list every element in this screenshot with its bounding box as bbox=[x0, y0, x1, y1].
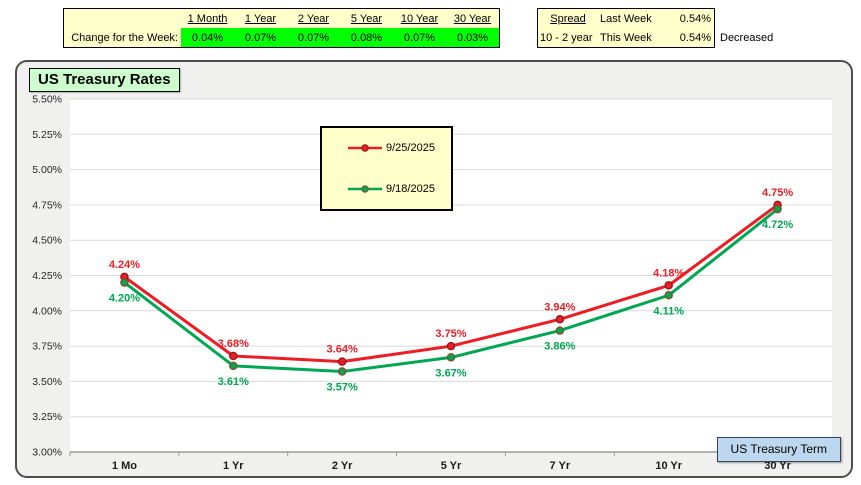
change-value-30-year[interactable]: 0.03% bbox=[446, 28, 499, 47]
y-tick-label: 3.25% bbox=[32, 411, 62, 423]
y-tick-label: 3.00% bbox=[32, 447, 62, 459]
data-point-marker bbox=[664, 291, 673, 300]
chart-title: US Treasury Rates bbox=[29, 68, 180, 92]
data-label: 4.18% bbox=[653, 267, 684, 279]
data-point-marker bbox=[555, 315, 565, 324]
y-tick-label: 5.00% bbox=[32, 164, 62, 176]
legend-entry-red: 9/25/2025 bbox=[347, 142, 451, 154]
data-point-marker bbox=[446, 341, 456, 351]
y-tick-label: 5.50% bbox=[32, 94, 62, 106]
data-point-marker bbox=[229, 351, 238, 361]
legend-label-green: 9/18/2025 bbox=[386, 182, 435, 195]
spread-status[interactable]: Decreased bbox=[720, 31, 774, 44]
spread-this-week-value[interactable]: 0.54% bbox=[679, 31, 711, 44]
chart-frame: 3.00% 3.25% 3.50% 3.75% 4.00% 4.25% 4.50% 4.75%… bbox=[15, 60, 853, 478]
x-category-label: 7 Yr bbox=[550, 460, 571, 472]
y-tick-label: 4.75% bbox=[32, 199, 62, 211]
data-label: 3.68% bbox=[218, 338, 249, 350]
y-tick-label: 3.50% bbox=[32, 376, 62, 388]
spread-last-week-label[interactable]: Last Week bbox=[600, 12, 652, 25]
spread-last-week-value[interactable]: 0.54% bbox=[679, 12, 711, 25]
data-label: 3.57% bbox=[327, 382, 358, 394]
data-label: 3.86% bbox=[544, 341, 575, 353]
change-value-5-year[interactable]: 0.08% bbox=[340, 28, 393, 47]
term-box[interactable]: US Treasury Term bbox=[716, 437, 841, 462]
spread-this-week-label[interactable]: This Week bbox=[600, 31, 652, 44]
column-header-10-year[interactable]: 10 Year bbox=[400, 12, 439, 25]
spread-pair-label[interactable]: 10 - 2 year bbox=[540, 31, 593, 44]
legend-swatch-green-line-icon bbox=[348, 185, 382, 193]
legend-entry-green: 9/18/2025 bbox=[347, 183, 451, 195]
data-label: 3.94% bbox=[544, 301, 575, 313]
change-value-2-year[interactable]: 0.07% bbox=[287, 28, 340, 47]
y-tick-label: 4.50% bbox=[32, 235, 62, 247]
column-header-5-year[interactable]: 5 Year bbox=[350, 12, 383, 25]
data-point-marker bbox=[229, 361, 238, 371]
data-label: 3.61% bbox=[218, 376, 249, 388]
data-label: 4.72% bbox=[762, 219, 793, 231]
data-point-marker bbox=[120, 278, 129, 287]
change-value-1-month[interactable]: 0.04% bbox=[181, 28, 234, 47]
column-header-1-year[interactable]: 1 Year bbox=[244, 12, 277, 25]
y-tick-label: 4.25% bbox=[32, 270, 62, 282]
change-for-week-table: 1 Month 1 Year 2 Year 5 Year 10 Year 30 … bbox=[63, 8, 500, 48]
data-point-marker bbox=[337, 357, 347, 366]
data-point-marker bbox=[773, 204, 782, 214]
column-header-2-year[interactable]: 2 Year bbox=[297, 12, 330, 25]
x-category-label: 10 Yr bbox=[655, 460, 682, 472]
table-corner-cell[interactable] bbox=[64, 9, 181, 28]
spread-table: Spread Last Week 0.54% 10 - 2 year This … bbox=[537, 8, 715, 48]
column-header-1-month[interactable]: 1 Month bbox=[187, 12, 228, 25]
change-value-1-year[interactable]: 0.07% bbox=[234, 28, 287, 47]
change-row-label[interactable]: Change for the Week: bbox=[71, 31, 178, 44]
data-point-marker bbox=[555, 326, 565, 335]
data-label: 4.75% bbox=[762, 187, 793, 199]
legend-label-red: 9/25/2025 bbox=[386, 142, 435, 155]
x-category-label: 5 Yr bbox=[441, 460, 462, 472]
data-point-marker bbox=[664, 281, 673, 290]
legend-swatch-red-line-icon bbox=[348, 144, 382, 152]
data-label: 4.24% bbox=[109, 259, 140, 271]
data-label: 3.64% bbox=[327, 344, 358, 356]
data-point-marker bbox=[446, 353, 456, 362]
data-label: 3.75% bbox=[435, 328, 466, 340]
x-category-label: 30 Yr bbox=[764, 460, 791, 472]
data-point-marker bbox=[337, 367, 347, 376]
x-category-label: 1 Mo bbox=[112, 460, 137, 472]
y-tick-label: 4.00% bbox=[32, 305, 62, 317]
column-header-30-year[interactable]: 30 Year bbox=[453, 12, 492, 25]
data-label: 3.67% bbox=[435, 367, 466, 379]
data-label: 4.20% bbox=[109, 293, 140, 305]
data-label: 4.11% bbox=[653, 305, 684, 317]
x-category-label: 1 Yr bbox=[223, 460, 244, 472]
change-value-10-year[interactable]: 0.07% bbox=[393, 28, 446, 47]
chart-legend: 9/25/2025 9/18/2025 bbox=[320, 126, 453, 211]
x-category-label: 2 Yr bbox=[332, 460, 353, 472]
spread-header[interactable]: Spread bbox=[550, 12, 586, 25]
y-tick-label: 3.75% bbox=[32, 341, 62, 353]
treasury-rates-chart: 3.00% 3.25% 3.50% 3.75% 4.00% 4.25% 4.50% 4.75%… bbox=[32, 94, 833, 472]
y-tick-label: 5.25% bbox=[32, 129, 62, 141]
